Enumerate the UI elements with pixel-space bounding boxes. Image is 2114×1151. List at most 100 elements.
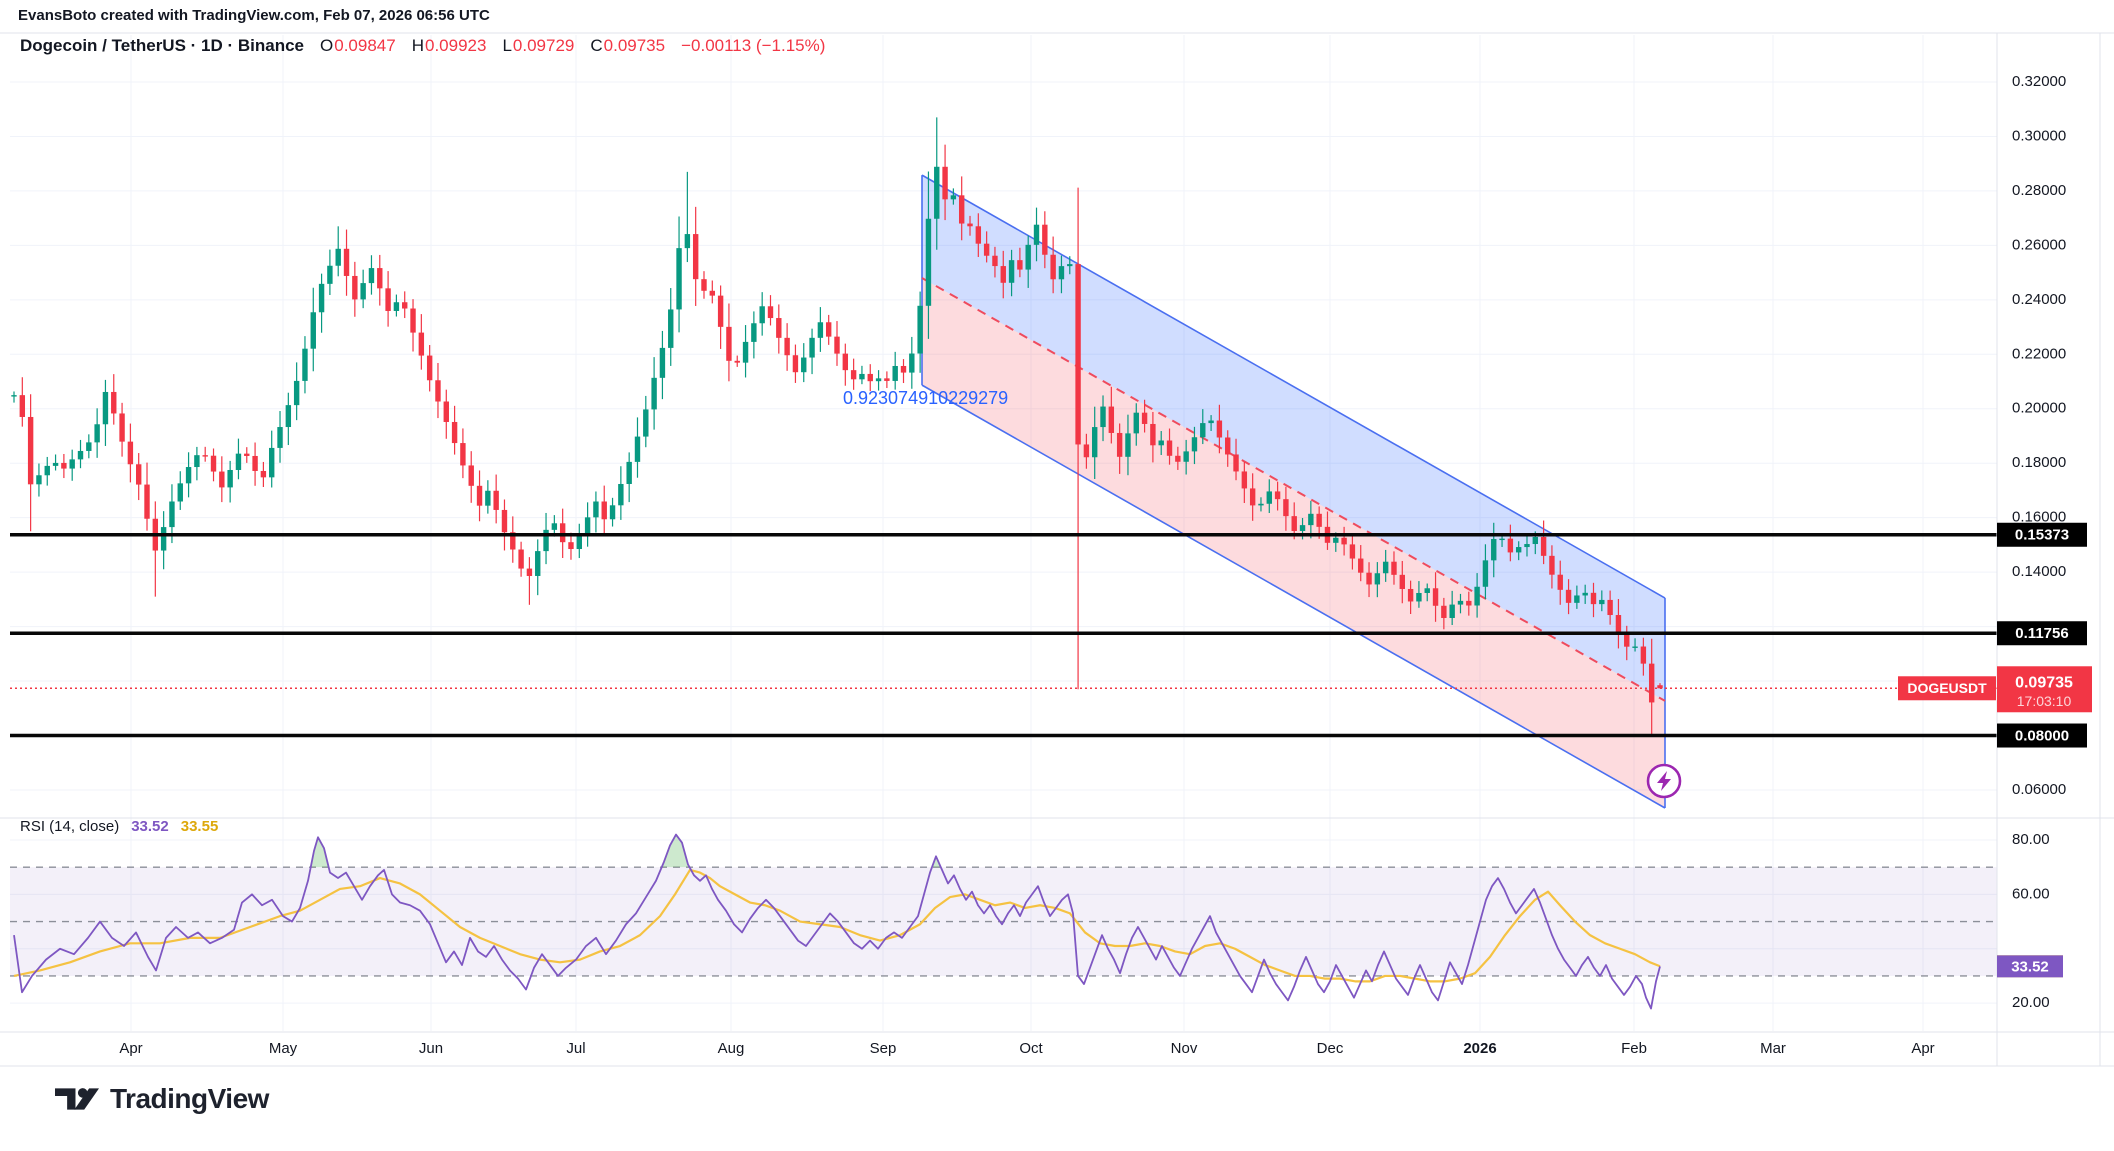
candle — [1050, 236, 1056, 294]
symbol-legend: Dogecoin / TetherUS · 1D · Binance O 0.09… — [20, 36, 825, 56]
candle-body — [925, 218, 932, 306]
time-axis-label[interactable]: 2026 — [1463, 1040, 1496, 1057]
candle — [717, 285, 724, 349]
candle — [485, 480, 491, 514]
price-tick-label: 0.06000 — [2012, 781, 2066, 798]
svg-text:0.08000: 0.08000 — [2015, 727, 2069, 744]
candle — [1374, 562, 1381, 598]
time-axis-label[interactable]: May — [269, 1040, 298, 1057]
time-axis-label[interactable]: Apr — [119, 1040, 142, 1057]
time-axis-label[interactable]: Mar — [1760, 1040, 1786, 1057]
candle — [917, 291, 923, 373]
candle — [418, 314, 425, 370]
candle — [1116, 423, 1123, 474]
candle-body — [618, 483, 624, 506]
time-axis-label[interactable]: Sep — [870, 1040, 897, 1057]
candle — [1632, 638, 1638, 652]
time-axis-label[interactable]: Oct — [1019, 1040, 1043, 1057]
candle — [842, 343, 849, 386]
time-axis-label[interactable]: Aug — [718, 1040, 745, 1057]
candle — [958, 176, 965, 241]
candle-body — [69, 459, 75, 469]
rsi-ma-line — [13, 868, 1661, 983]
candle — [1491, 522, 1497, 578]
ohlc-high: H 0.09923 — [412, 36, 487, 56]
candle-body — [1125, 433, 1131, 457]
candle — [360, 269, 366, 309]
candle-body — [1599, 599, 1605, 605]
candle — [751, 311, 757, 359]
candle-body — [1133, 412, 1139, 434]
candle-body — [293, 380, 300, 406]
candle-body — [61, 462, 67, 469]
candle — [576, 523, 582, 559]
candle — [825, 314, 832, 345]
candle — [584, 502, 591, 547]
symbol-title[interactable]: Dogecoin / TetherUS · 1D · Binance — [20, 36, 305, 55]
lightning-badge[interactable] — [1646, 763, 1682, 799]
candle — [909, 336, 915, 389]
candle-body — [1150, 423, 1156, 446]
candle-body — [1283, 499, 1289, 517]
channel-measurement-label[interactable]: 0.923074910229279 — [843, 388, 1009, 408]
candle-body — [593, 501, 599, 518]
price-tick-label: 0.32000 — [2012, 73, 2066, 90]
candle — [69, 449, 75, 481]
candle-body — [742, 341, 749, 363]
descending-channel-drawing[interactable] — [921, 174, 1666, 809]
time-axis-label[interactable]: Feb — [1621, 1040, 1647, 1057]
candle-body — [934, 166, 940, 219]
candle — [1017, 247, 1023, 278]
candle — [510, 516, 516, 563]
rsi-tick-label: 60.00 — [2012, 885, 2050, 902]
candle-body — [377, 268, 383, 289]
time-axis-label[interactable]: Jun — [419, 1040, 443, 1057]
candle-body — [1025, 244, 1031, 270]
candle — [1067, 256, 1073, 275]
candle — [302, 336, 308, 394]
tradingview-logo-icon[interactable] — [55, 1084, 99, 1114]
tradingview-logo-text[interactable]: TradingView — [110, 1083, 269, 1114]
candle — [850, 358, 857, 390]
candle — [393, 294, 400, 317]
price-level-label: 0.08000 — [1997, 723, 2087, 748]
candle-body — [219, 471, 225, 488]
time-axis-label[interactable]: Dec — [1317, 1040, 1344, 1057]
rsi-value-label: 33.52 — [1997, 955, 2063, 978]
candle-body — [102, 391, 109, 425]
candle — [734, 355, 740, 367]
candle-body — [1374, 573, 1381, 585]
candle-body — [177, 483, 183, 502]
candle-body — [892, 365, 898, 381]
time-axis-label[interactable]: Nov — [1171, 1040, 1198, 1057]
time-axis-label[interactable]: Jul — [566, 1040, 585, 1057]
candle — [950, 188, 957, 205]
candle — [1175, 446, 1181, 470]
gridlines — [10, 35, 1997, 1031]
low-value: 0.09729 — [512, 36, 575, 55]
time-axis-label[interactable]: Apr — [1911, 1040, 1934, 1057]
candle-body — [1175, 455, 1181, 462]
candle-body — [1632, 646, 1638, 648]
candle-body — [817, 322, 824, 338]
candle-body — [1607, 599, 1613, 616]
candle — [269, 430, 275, 488]
price-level-label: 0.11756 — [1997, 621, 2087, 646]
candle-body — [1449, 604, 1455, 618]
price-axis[interactable]: 0.32000 0.30000 0.28000 0.26000 0.24000 0.220… — [2012, 73, 2066, 798]
candle-body — [451, 421, 458, 444]
candle-body — [734, 360, 740, 363]
candle-body — [1441, 605, 1447, 618]
candle-body — [859, 373, 865, 380]
candle — [1075, 187, 1081, 690]
candle — [1391, 551, 1397, 585]
candle — [11, 391, 17, 403]
candle — [1283, 486, 1289, 531]
attribution-text: EvansBoto created with TradingView.com, … — [18, 7, 490, 24]
rsi-title[interactable]: RSI (14, close) — [20, 818, 120, 835]
candle — [1308, 500, 1314, 539]
candle — [601, 485, 607, 534]
candle-body — [942, 166, 948, 200]
